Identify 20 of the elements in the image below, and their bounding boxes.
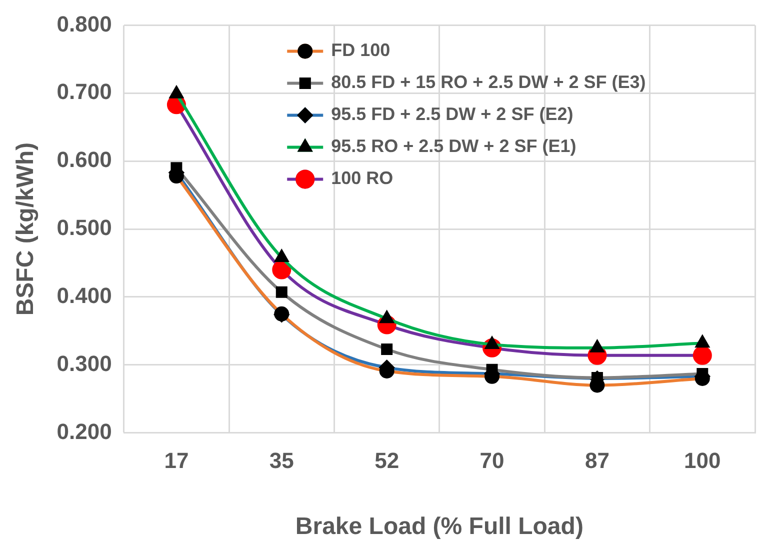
legend-label: 95.5 RO + 2.5 DW + 2 SF (E1)	[331, 136, 576, 156]
y-tick-label: 0.700	[56, 79, 112, 104]
x-axis-title: Brake Load (% Full Load)	[295, 513, 584, 540]
y-tick-label: 0.300	[56, 350, 112, 376]
y-axis-title: BSFC (kg/kWh)	[12, 142, 40, 316]
legend-label: 95.5 FD + 2.5 DW + 2 SF (E2)	[331, 104, 574, 124]
legend-label: 100 RO	[331, 168, 394, 188]
x-tick-label: 35	[269, 448, 294, 474]
x-tick-label: 70	[480, 448, 504, 474]
y-tick-label: 0.200	[56, 418, 112, 444]
x-tick-label: 17	[164, 448, 189, 474]
x-tick-label: 52	[374, 448, 400, 474]
x-tick-label: 87	[584, 448, 610, 474]
y-tick-label: 0.600	[56, 147, 112, 172]
y-tick-label: 0.800	[56, 11, 112, 36]
legend-label: 80.5 FD + 15 RO + 2.5 DW + 2 SF (E3)	[331, 72, 646, 92]
x-tick-label: 100	[684, 448, 721, 474]
y-tick-label: 0.400	[56, 282, 112, 308]
y-tick-label: 0.500	[56, 215, 112, 240]
legend-label: FD 100	[331, 40, 390, 60]
